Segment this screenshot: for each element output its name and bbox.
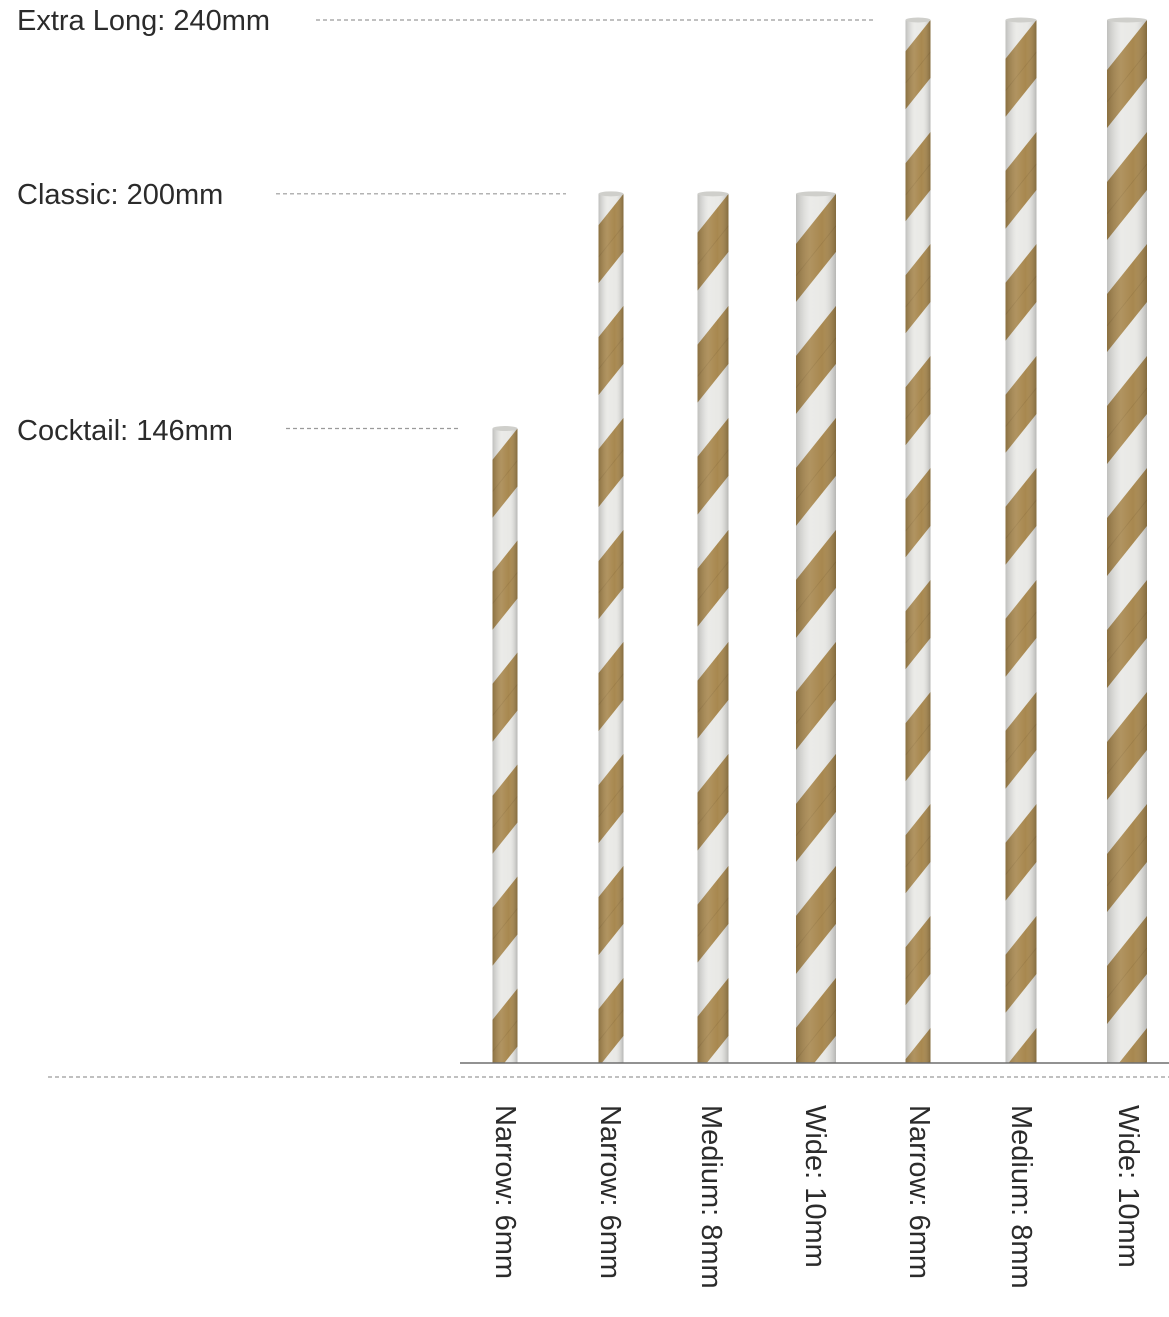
straw-2 bbox=[598, 191, 624, 1064]
straw-label-5: Narrow: 6mm bbox=[903, 1105, 935, 1280]
straw-6 bbox=[1005, 17, 1037, 1063]
straw-label-1: Narrow: 6mm bbox=[489, 1105, 521, 1280]
straw-1 bbox=[492, 426, 518, 1064]
straw-label-3: Medium: 8mm bbox=[695, 1105, 727, 1289]
straw-label-7: Wide: 10mm bbox=[1112, 1105, 1144, 1268]
straw-5 bbox=[905, 17, 931, 1063]
straw-label-2: Narrow: 6mm bbox=[594, 1105, 626, 1280]
length-guide-lines bbox=[276, 19, 876, 430]
length-label-classic: Classic: 200mm bbox=[17, 179, 224, 211]
straw-group bbox=[492, 17, 1147, 1064]
straw-3 bbox=[697, 191, 729, 1064]
straw-4 bbox=[796, 191, 836, 1064]
length-label-extra-long: Extra Long: 240mm bbox=[17, 5, 271, 37]
straw-7 bbox=[1107, 17, 1147, 1063]
straw-label-6: Medium: 8mm bbox=[1005, 1105, 1037, 1289]
straw-label-4: Wide: 10mm bbox=[799, 1105, 831, 1268]
length-label-cocktail: Cocktail: 146mm bbox=[17, 415, 233, 447]
